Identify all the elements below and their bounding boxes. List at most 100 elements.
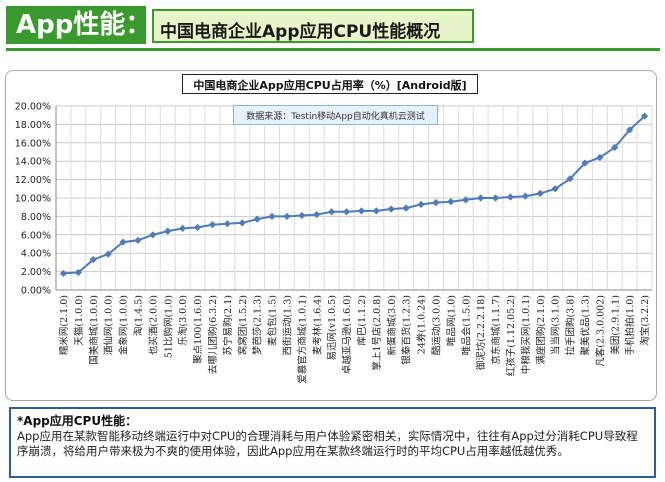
data-point xyxy=(566,175,574,183)
data-point xyxy=(417,200,425,209)
axes xyxy=(55,106,652,291)
x-tick-label: 卓越亚马逊(1.6.0) xyxy=(341,295,353,374)
y-tick-label: 0.00% xyxy=(21,286,51,297)
chart-title-box: 中国电商企业App应用CPU占用率（%）[Android版] xyxy=(182,74,478,94)
x-tick-label: 中粮我买网(1.0.1) xyxy=(520,295,532,374)
x-tick-label: 糯米网(2.1.0) xyxy=(58,295,70,355)
x-tick-label: 御泥坊(2.2.2.18) xyxy=(475,295,487,370)
data-point xyxy=(179,224,187,232)
x-tick-label: 手机拍拍(1.0) xyxy=(624,295,636,356)
data-point xyxy=(551,185,559,193)
x-tick-label: 易迅网(v1.0.5) xyxy=(327,295,338,360)
data-point xyxy=(89,256,97,264)
x-tick-label: 凡客(2.3.0.002) xyxy=(594,295,606,367)
x-tick-label: 当当网(3.1.0) xyxy=(550,295,562,355)
data-point xyxy=(253,215,261,223)
definition-body: App应用在某款智能移动终端运行中对CPU的合理消耗与用户体验紧密相关，实际情况… xyxy=(17,429,638,458)
data-point xyxy=(432,199,440,207)
x-tick-label: 国美商城(1.0.0) xyxy=(88,295,100,365)
x-tick-label: 金象网(1.0.0) xyxy=(118,295,130,355)
y-tick-label: 18.00% xyxy=(15,120,51,131)
data-point xyxy=(506,193,515,201)
x-tick-label: 酷运动(3.0.0) xyxy=(430,295,442,355)
data-point xyxy=(223,220,231,228)
x-tick-label: 西街运动(1.3) xyxy=(281,295,293,356)
data-point xyxy=(357,207,366,215)
data-source-text: 数据来源：Testin移动App自动化真机云测试 xyxy=(246,112,425,122)
y-tick-label: 12.00% xyxy=(15,175,51,186)
definition-box: *App应用CPU性能： App应用在某款智能移动终端运行中对CPU的合理消耗与… xyxy=(9,407,656,478)
data-point xyxy=(387,205,395,213)
definition-heading: *App应用CPU性能： xyxy=(17,414,138,428)
header-divider xyxy=(6,48,660,51)
data-point xyxy=(536,189,544,197)
x-tick-label: 新蛋商城(3.0) xyxy=(386,295,398,356)
x-tick-label: 唯品网(1.0) xyxy=(446,295,457,346)
data-point xyxy=(149,231,157,239)
x-tick-label: 24券(1.0.24) xyxy=(416,295,428,354)
x-tick-label: 淘(1.4.5) xyxy=(132,295,144,336)
x-tick-label: 苏宁易购(2.1) xyxy=(222,295,234,356)
data-point xyxy=(626,126,634,134)
y-tick-label: 16.00% xyxy=(15,138,51,149)
data-point xyxy=(59,269,68,278)
series-points xyxy=(59,112,649,278)
y-tick-labels: 0.00% 2.00% 4.00% 6.00% 8.00% 10.00% 12.00% 14.… xyxy=(15,102,51,297)
x-tick-label: 麦包包(1.5) xyxy=(267,295,279,346)
x-tick-label: 窝窝团(1.5.2) xyxy=(237,295,249,355)
data-point xyxy=(462,196,470,204)
data-point xyxy=(611,143,619,151)
y-tick-label: 10.00% xyxy=(15,194,51,205)
data-point xyxy=(596,153,604,162)
x-tick-label: 天猫(1.0.0) xyxy=(73,295,85,346)
data-point xyxy=(328,208,336,216)
x-tick-label: 库巴(1.1.2) xyxy=(356,295,368,346)
x-tick-label: 银泰百货(1.2.3) xyxy=(401,295,413,365)
x-tick-label: 淘宝(3.2.2) xyxy=(639,295,651,346)
data-point xyxy=(447,198,455,206)
data-point xyxy=(134,236,142,244)
data-point xyxy=(164,227,172,235)
data-point xyxy=(521,192,529,200)
x-tick-label: 酒仙网(1.0.0) xyxy=(103,295,115,355)
x-tick-label: 麦考林(1.6.4) xyxy=(311,295,323,355)
data-point xyxy=(238,219,246,227)
data-point xyxy=(208,221,217,229)
x-tick-label: 聚美优品(1.3) xyxy=(579,295,591,356)
x-tick-label: 满座团购(2.1.0) xyxy=(535,295,547,365)
data-point xyxy=(313,210,321,219)
x-tick-label: 美团(2.9.1.1) xyxy=(609,295,621,355)
chart-frame xyxy=(5,70,657,401)
data-point xyxy=(268,212,276,220)
x-tick-label: 唯品会(1.5.0) xyxy=(460,295,472,355)
y-tick-label: 2.00% xyxy=(21,267,51,278)
x-tick-label: 也买酒(2.0.0) xyxy=(147,295,159,355)
section-title-box: 中国电商企业App应用CPU性能概况 xyxy=(152,9,474,43)
section-title: 中国电商企业App应用CPU性能概况 xyxy=(160,22,441,42)
y-tick-label: 8.00% xyxy=(21,212,51,223)
data-point xyxy=(193,223,202,232)
x-tick-label: 掌上1号店(2.0.8) xyxy=(371,295,383,371)
grid-lines xyxy=(55,105,653,291)
data-point xyxy=(283,212,291,220)
data-point xyxy=(119,238,127,246)
data-point xyxy=(298,211,306,220)
data-point xyxy=(104,250,112,258)
x-tick-labels: 糯米网(2.1.0) 天猫(1.0.0) 国美商城(1.0.0) 酒仙网(1.0.0)… xyxy=(58,295,651,384)
chart-title: 中国电商企业App应用CPU占用率（%）[Android版] xyxy=(193,79,467,92)
data-point xyxy=(640,112,649,120)
y-tick-label: 20.00% xyxy=(15,102,51,113)
y-tick-label: 6.00% xyxy=(21,230,51,241)
x-tick-label: 聚点100(1.6.0) xyxy=(193,295,204,364)
data-point xyxy=(581,159,589,167)
data-source-note: 数据来源：Testin移动App自动化真机云测试 xyxy=(233,105,438,125)
x-tick-label: 梦芭莎(2.1.3) xyxy=(252,295,264,355)
x-tick-label: 爱慕官方商城(1.0.1) xyxy=(296,295,308,384)
section-badge: App性能： xyxy=(6,6,151,44)
data-point xyxy=(342,208,351,216)
x-tick-label: 红孩子(1.12.05.2) xyxy=(505,295,517,376)
y-tick-label: 4.00% xyxy=(21,249,51,260)
series-line xyxy=(63,115,646,275)
x-tick-label: 51比购网(1.0) xyxy=(162,295,174,358)
